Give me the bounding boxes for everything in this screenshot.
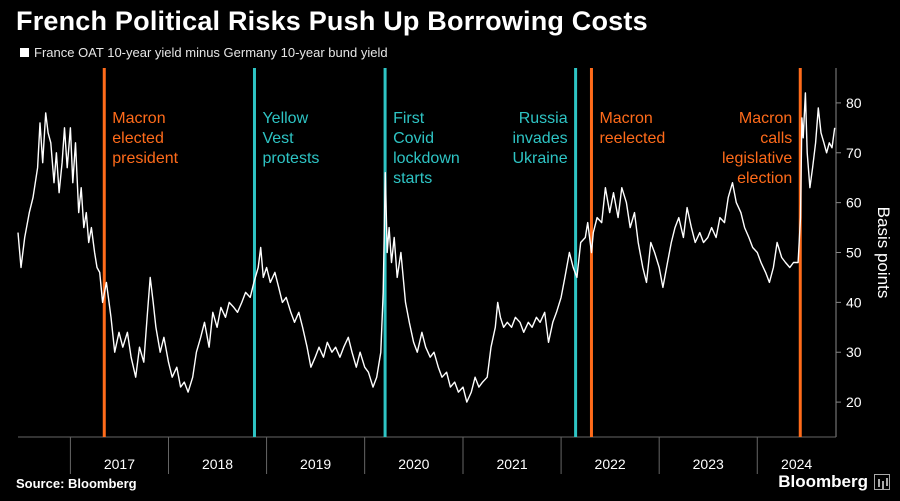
brand-logo: Bloomberg (778, 472, 890, 492)
event-label: Macron (112, 110, 165, 127)
y-tick-label: 60 (846, 195, 862, 211)
x-tick-label: 2019 (300, 456, 331, 472)
legend: France OAT 10-year yield minus Germany 1… (20, 45, 388, 60)
series-line (17, 92, 836, 403)
x-tick-label: 2024 (781, 456, 812, 472)
event-label: invades (512, 130, 567, 147)
y-tick-label: 80 (846, 95, 862, 111)
event-label: Russia (519, 110, 568, 127)
event-label: lockdown (393, 150, 460, 167)
event-label: legislative (722, 150, 792, 167)
event-label: Macron (599, 110, 652, 127)
event-label: reelected (599, 130, 665, 147)
event-label: president (112, 150, 178, 167)
chart-icon (874, 474, 890, 490)
y-tick-label: 70 (846, 145, 862, 161)
y-axis-title: Basis points (874, 207, 893, 299)
y-tick-label: 20 (846, 394, 862, 410)
x-tick-label: 2022 (595, 456, 626, 472)
y-tick-label: 40 (846, 294, 862, 310)
event-label: Vest (262, 130, 294, 147)
legend-label: France OAT 10-year yield minus Germany 1… (34, 45, 388, 60)
event-label: Covid (393, 130, 434, 147)
event-label: Yellow (262, 110, 308, 127)
event-label: Ukraine (512, 150, 567, 167)
event-label: protests (262, 150, 319, 167)
y-tick-label: 50 (846, 245, 862, 261)
event-label: Macron (739, 110, 792, 127)
source-note: Source: Bloomberg (16, 476, 137, 491)
event-label: First (393, 110, 425, 127)
event-label: election (737, 170, 792, 187)
x-tick-label: 2020 (398, 456, 429, 472)
y-tick-label: 30 (846, 344, 862, 360)
chart-title: French Political Risks Push Up Borrowing… (16, 6, 648, 36)
x-tick-label: 2018 (202, 456, 233, 472)
brand-name: Bloomberg (778, 472, 868, 491)
x-tick-label: 2017 (104, 456, 135, 472)
event-label: calls (760, 130, 792, 147)
legend-swatch (20, 48, 29, 57)
x-tick-label: 2021 (496, 456, 527, 472)
event-label: elected (112, 130, 164, 147)
event-label: starts (393, 170, 432, 187)
x-tick-label: 2023 (693, 456, 724, 472)
